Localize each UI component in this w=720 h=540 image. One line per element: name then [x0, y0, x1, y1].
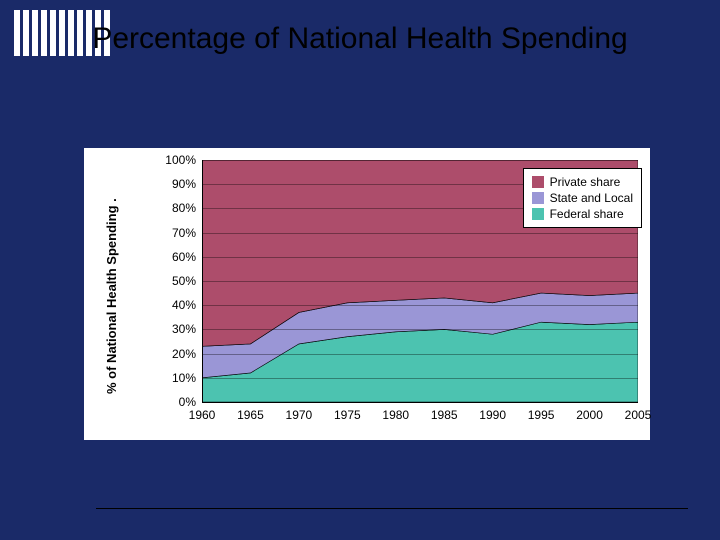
- y-tick-label: 20%: [172, 347, 196, 361]
- y-gridline: [202, 378, 638, 379]
- y-gridline: [202, 233, 638, 234]
- y-gridline: [202, 160, 638, 161]
- y-tick-label: 40%: [172, 298, 196, 312]
- legend-swatch: [532, 176, 544, 188]
- legend-label: State and Local: [550, 191, 633, 205]
- x-tick-label: 1970: [286, 408, 313, 422]
- y-gridline: [202, 354, 638, 355]
- x-tick-label: 2000: [576, 408, 603, 422]
- chart-card: 0% 10% 20% 30% 40% 50% 60% 70% 80% 90% 100% 1960 196…: [84, 148, 650, 440]
- legend-label: Private share: [550, 175, 621, 189]
- legend-item: State and Local: [532, 191, 633, 205]
- x-tick-label: 2005: [625, 408, 652, 422]
- y-tick-label: 100%: [165, 153, 196, 167]
- y-gridline: [202, 281, 638, 282]
- x-tick-label: 1975: [334, 408, 361, 422]
- slide-title: Percentage of National Health Spending: [0, 22, 720, 56]
- legend-item: Private share: [532, 175, 633, 189]
- x-tick-label: 1995: [528, 408, 555, 422]
- y-gridline: [202, 305, 638, 306]
- y-tick-label: 60%: [172, 250, 196, 264]
- x-tick-label: 1985: [431, 408, 458, 422]
- y-tick-label: 80%: [172, 201, 196, 215]
- y-tick-label: 10%: [172, 371, 196, 385]
- legend-swatch: [532, 208, 544, 220]
- title-wrap: Percentage of National Health Spending: [0, 22, 720, 56]
- slide: Percentage of National Health Spending 0…: [0, 0, 720, 540]
- y-axis-title: % of National Health Spending .: [104, 198, 119, 394]
- y-tick-label: 90%: [172, 177, 196, 191]
- y-tick-label: 30%: [172, 322, 196, 336]
- y-gridline: [202, 329, 638, 330]
- legend-swatch: [532, 192, 544, 204]
- legend-label: Federal share: [550, 207, 624, 221]
- y-tick-label: 0%: [179, 395, 196, 409]
- chart-legend: Private share State and Local Federal shar…: [523, 168, 642, 228]
- y-tick-label: 70%: [172, 226, 196, 240]
- y-tick-label: 50%: [172, 274, 196, 288]
- legend-item: Federal share: [532, 207, 633, 221]
- x-tick-label: 1965: [237, 408, 264, 422]
- x-tick-label: 1980: [382, 408, 409, 422]
- x-tick-label: 1990: [479, 408, 506, 422]
- y-gridline: [202, 402, 638, 403]
- x-tick-label: 1960: [189, 408, 216, 422]
- slide-underline: [96, 508, 688, 509]
- y-gridline: [202, 257, 638, 258]
